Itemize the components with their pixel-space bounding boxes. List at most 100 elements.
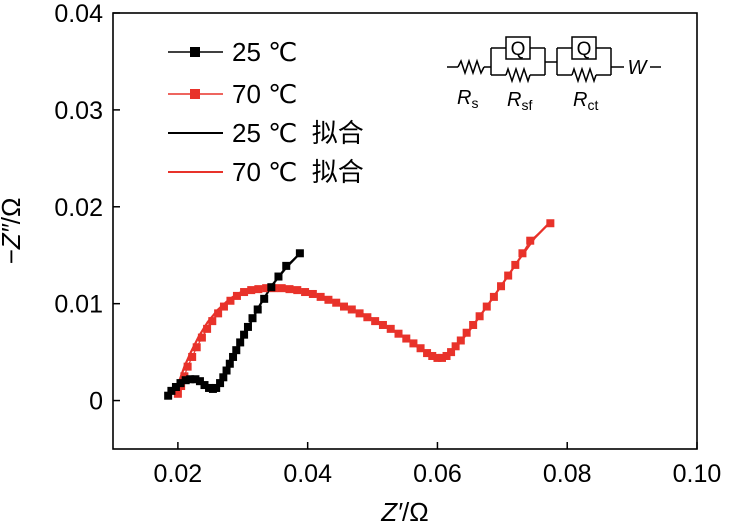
plot-frame — [112, 12, 698, 450]
legend-label-25c: 25 ℃ — [232, 37, 297, 67]
rct-label-sub: ct — [587, 97, 598, 113]
data-point — [277, 284, 286, 293]
data-point — [301, 288, 310, 297]
x-tick-label: 0.10 — [673, 460, 722, 488]
data-point — [285, 285, 294, 294]
rs-resistor — [457, 58, 485, 76]
legend-item-25c: 25 ℃ — [168, 37, 297, 67]
series-1 — [173, 219, 555, 398]
x-tick-label: 0.02 — [154, 460, 203, 488]
rsf-resistor — [505, 66, 531, 84]
data-point — [546, 219, 555, 228]
data-point — [216, 379, 225, 388]
legend-item-70c: 70 ℃ — [168, 79, 297, 109]
data-point — [433, 353, 442, 362]
data-point — [504, 271, 513, 280]
data-point — [355, 309, 364, 318]
data-point — [386, 324, 395, 333]
data-point — [248, 314, 257, 323]
data-point — [240, 288, 249, 297]
x-tick-label: 0.04 — [283, 460, 332, 488]
rs-label: Rs — [457, 87, 478, 111]
data-point — [416, 344, 425, 353]
data-point — [253, 305, 262, 314]
x-tick-label: 0.08 — [543, 460, 592, 488]
series-0 — [164, 249, 304, 400]
data-point — [200, 381, 209, 390]
data-point — [267, 283, 276, 292]
q2-label: Q — [577, 39, 592, 60]
y-axis-title-unit: /Ω — [0, 198, 26, 225]
legend-item-70c-fit: 70 ℃ 拟合 — [168, 157, 364, 187]
data-point — [340, 302, 349, 311]
data-point — [219, 373, 228, 382]
y-tick-label: 0.04 — [54, 0, 103, 28]
legend-label-25c-fit: 25 ℃ 拟合 — [232, 118, 364, 148]
data-point — [437, 353, 446, 362]
data-point — [347, 305, 356, 314]
data-point — [475, 312, 484, 321]
y-tick-label: 0.03 — [54, 97, 103, 125]
data-point — [243, 322, 252, 331]
data-point — [232, 291, 241, 300]
data-point — [176, 379, 185, 388]
data-point — [195, 377, 204, 386]
data-point — [462, 328, 471, 337]
data-point — [442, 351, 451, 360]
data-point — [188, 352, 197, 361]
data-point — [164, 391, 173, 400]
data-point — [254, 285, 263, 294]
y-axis-title: −Z″/Ω — [0, 198, 26, 265]
data-point — [240, 330, 249, 339]
x-axis-title-variable: Z′ — [380, 497, 403, 527]
fit-curve-line — [173, 220, 552, 395]
data-point — [232, 346, 241, 355]
plot-frame-group — [112, 12, 698, 450]
data-point — [363, 313, 372, 322]
data-point — [236, 338, 245, 347]
data-point — [212, 383, 221, 392]
data-point — [222, 366, 231, 375]
data-point — [497, 282, 506, 291]
data-point — [378, 320, 387, 329]
data-point — [511, 260, 520, 269]
data-point — [167, 386, 176, 395]
y-tick-label: 0.01 — [54, 291, 103, 319]
data-point — [171, 382, 180, 391]
rct-label-main: R — [573, 89, 587, 111]
y-tick-label: 0.02 — [54, 194, 103, 222]
rsf-label-main: R — [507, 89, 521, 111]
legend-label-70c: 70 ℃ — [232, 79, 297, 109]
data-point — [394, 329, 403, 338]
y-tick-label: 0 — [89, 388, 103, 416]
data-point — [229, 352, 238, 361]
data-point — [316, 292, 325, 301]
data-point — [308, 289, 317, 298]
data-point — [447, 348, 456, 357]
w-label: W — [628, 57, 649, 79]
rsf-label-sub: sf — [521, 97, 532, 113]
data-point — [173, 389, 182, 398]
data-point — [260, 294, 269, 303]
data-point — [469, 320, 478, 329]
data-point — [428, 351, 437, 360]
y-axis-title-variable: −Z″ — [0, 223, 26, 264]
equivalent-circuit-labels: Q Q W Rs Rsf Rct — [457, 39, 649, 113]
data-point — [332, 298, 341, 307]
data-point — [295, 249, 304, 258]
data-point — [183, 362, 192, 371]
legend-marker-70c — [190, 89, 200, 99]
data-point — [402, 334, 411, 343]
data-point — [219, 302, 228, 311]
data-point — [262, 284, 271, 293]
data-point — [489, 292, 498, 301]
data-point — [451, 342, 460, 351]
equivalent-circuit-inset — [447, 36, 661, 84]
legend-label-70c-fit: 70 ℃ 拟合 — [232, 157, 364, 187]
data-point — [518, 249, 527, 258]
data-point — [203, 324, 212, 333]
rct-label: Rct — [573, 89, 598, 113]
legend-item-25c-fit: 25 ℃ 拟合 — [168, 118, 364, 148]
x-axis-title-unit: /Ω — [402, 497, 429, 527]
